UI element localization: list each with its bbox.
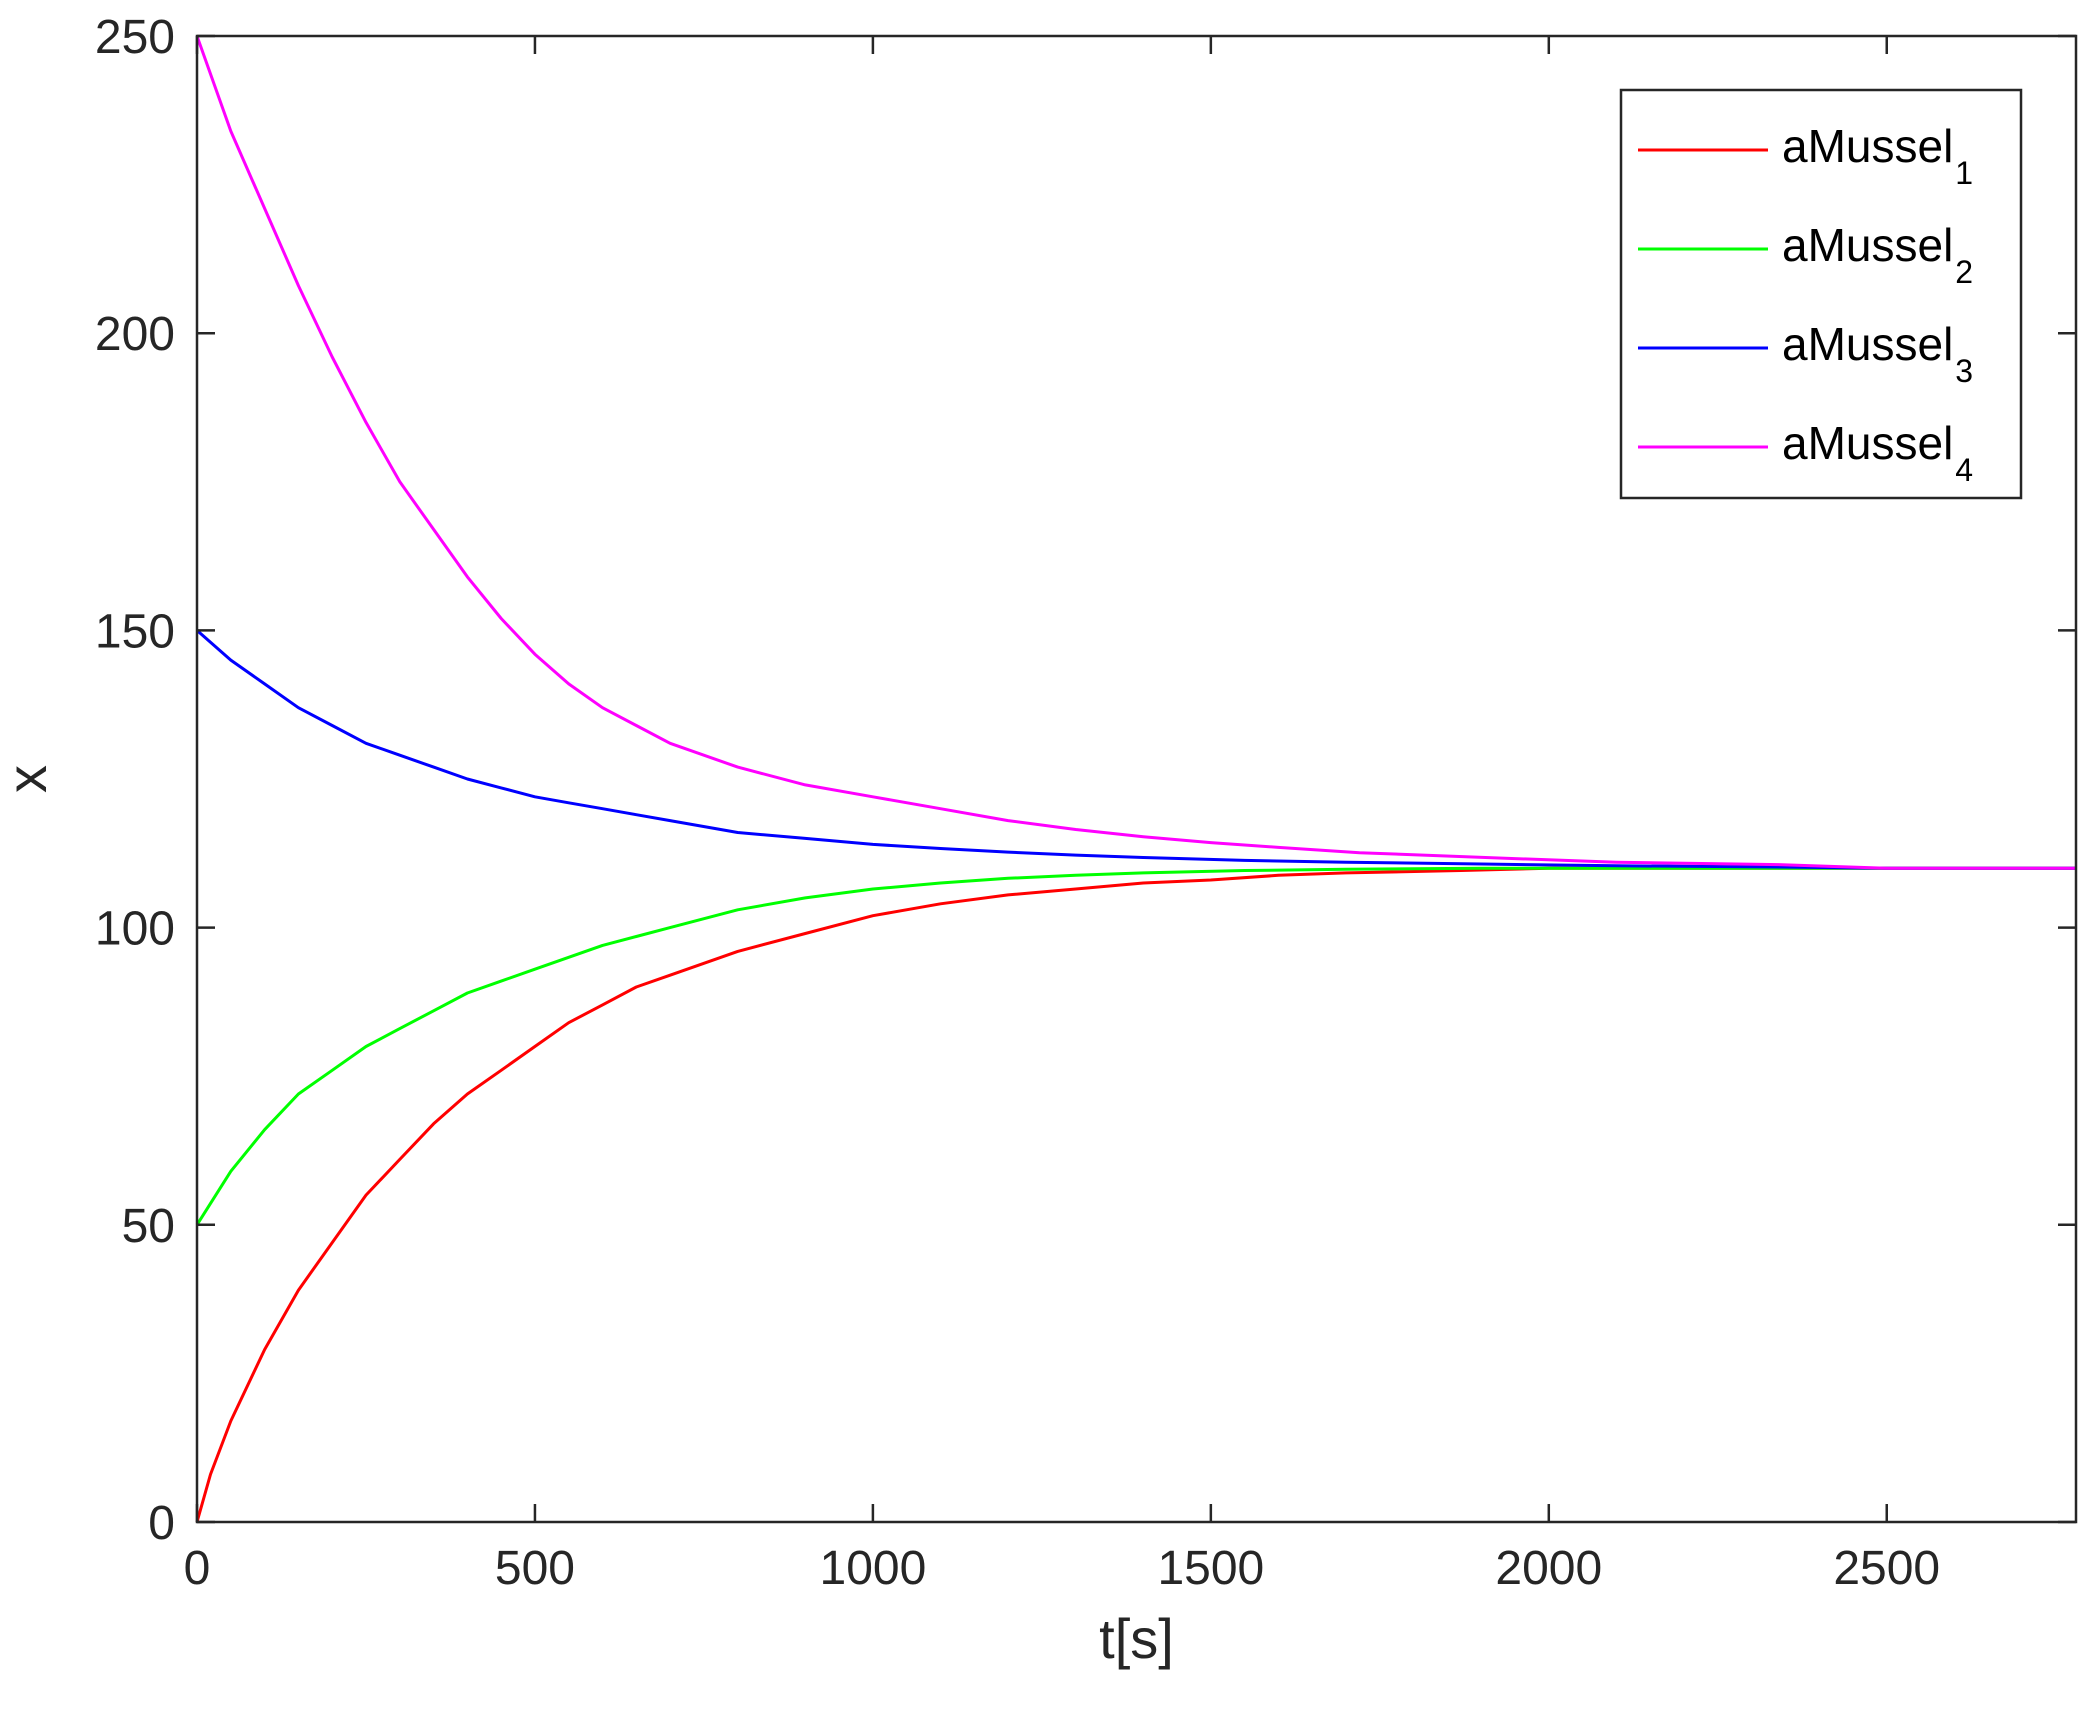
y-tick-label: 50	[122, 1200, 175, 1253]
y-tick-label: 150	[95, 605, 175, 658]
legend-entry-subscript: 2	[1955, 254, 1973, 290]
legend-entry-subscript: 4	[1955, 452, 1973, 488]
y-tick-label: 0	[148, 1497, 175, 1550]
x-tick-label: 500	[495, 1542, 575, 1595]
series-layer	[195, 35, 2076, 1523]
series-line-2	[195, 866, 2076, 1226]
x-tick-label: 0	[184, 1542, 211, 1595]
legend-entry-subscript: 3	[1955, 353, 1973, 389]
legend-entry-subscript: 1	[1955, 155, 1973, 191]
legend-entry-name: aMussel	[1782, 120, 1953, 172]
legend-box	[1619, 88, 2023, 500]
x-tick-label: 2000	[1495, 1542, 1602, 1595]
x-axis-label: t[s]	[1099, 1607, 1174, 1670]
legend-entry-2: aMussel2	[1782, 219, 1973, 290]
series-line-4	[195, 35, 2076, 870]
x-tick-label: 2500	[1833, 1542, 1940, 1595]
legend-entry-name: aMussel	[1782, 219, 1953, 271]
plot-frame	[195, 34, 2078, 1524]
y-tick-label: 100	[95, 903, 175, 956]
y-tick-label: 250	[95, 11, 175, 64]
series-line-3	[196, 629, 2076, 870]
y-axis-label: x	[0, 765, 58, 793]
legend-entry-1: aMussel1	[1782, 120, 1973, 191]
y-tick-label: 200	[95, 308, 175, 361]
legend-entry-4: aMussel4	[1782, 417, 1973, 488]
x-tick-label: 1500	[1157, 1542, 1264, 1595]
tick-layer: 0 500 1000 1500 2000 2500 0 50 100 150 200 250	[95, 11, 2076, 1595]
legend-entry-name: aMussel	[1782, 417, 1953, 469]
legend-entry-name: aMussel	[1782, 318, 1953, 370]
legend-entry-3: aMussel3	[1782, 318, 1973, 389]
series-line-1	[195, 866, 2076, 1523]
x-tick-label: 1000	[820, 1542, 927, 1595]
